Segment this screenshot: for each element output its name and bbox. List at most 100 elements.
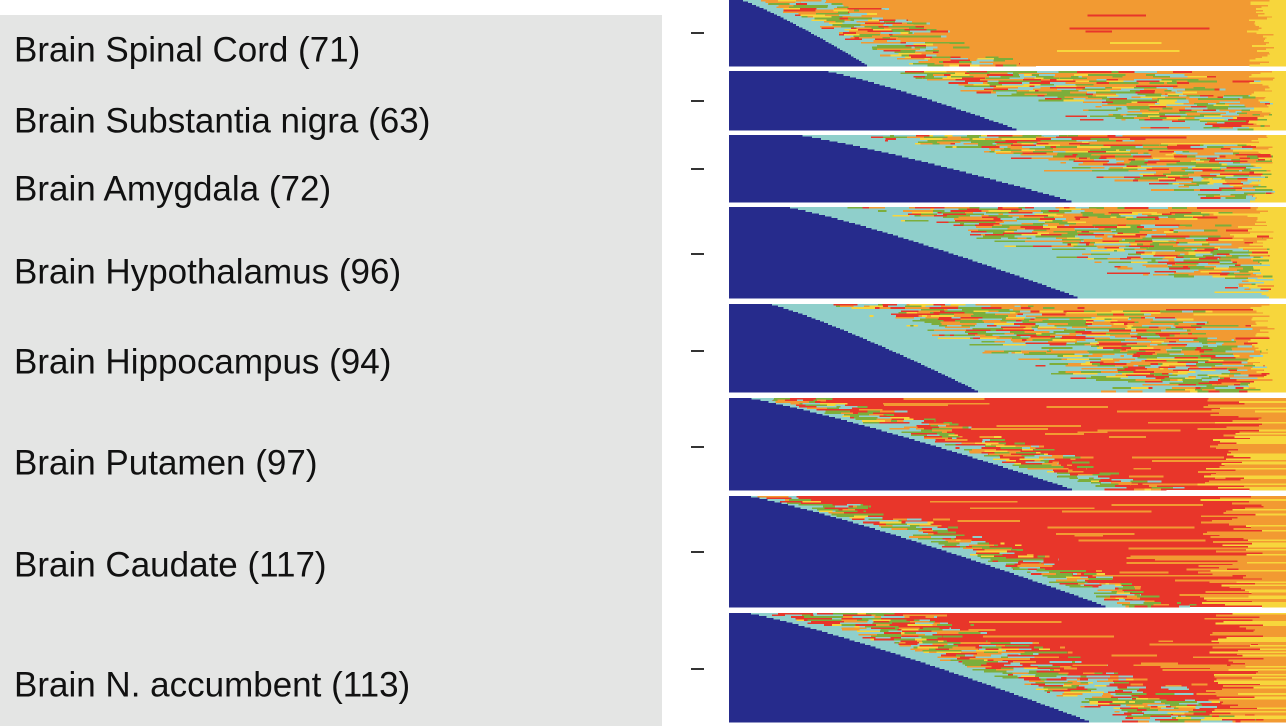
mixed-segment [840,305,854,308]
tail-segment [1256,219,1286,222]
mixed-segment [835,20,845,23]
teal-segment [1032,579,1057,582]
mixed-segment [1212,384,1218,386]
teal-segment [865,643,885,646]
mixed-segment [1151,340,1164,343]
mixed-segment [868,518,883,521]
mixed-segment [1176,162,1197,165]
navy-segment [729,240,914,243]
mixed-segment [1082,152,1092,155]
streak-segment [1062,510,1152,513]
mixed-segment [981,555,995,558]
mixed-segment [969,344,994,346]
mixed-segment [801,16,808,19]
mixed-segment [1131,384,1143,386]
mixed-segment [1172,152,1176,155]
mixed-segment [1023,328,1033,330]
mixed-segment [1144,88,1168,91]
mixed-segment [907,528,922,531]
mixed-segment [854,37,860,39]
mixed-segment [1084,307,1099,310]
mixed-segment [1212,235,1221,238]
mixed-segment [1237,115,1252,118]
mixed-segment [1017,237,1027,240]
tail-segment [1221,463,1286,465]
mixed-segment [1087,258,1094,260]
teal-segment [1077,296,1286,299]
mixed-segment [1239,285,1244,288]
streak-segment [970,507,1095,510]
teal-segment [760,399,773,402]
mixed-segment [1024,207,1034,209]
navy-segment [729,304,772,306]
mixed-segment [1137,93,1158,96]
mixed-segment [1178,78,1199,81]
mixed-segment [1137,138,1146,141]
mixed-segment [867,313,882,316]
mixed-segment [1130,480,1148,483]
mixed-segment [1198,366,1212,369]
teal-segment [797,312,890,314]
mixed-segment [974,334,986,337]
teal-segment [821,138,869,141]
mixed-segment [1243,248,1268,251]
teal-segment [869,526,882,529]
mixed-segment [1191,109,1203,112]
mixed-segment [1128,75,1153,78]
mixed-segment [1002,224,1024,227]
mixed-segment [1211,377,1221,380]
mixed-segment [1138,348,1161,351]
mixed-segment [1118,587,1135,590]
mixed-segment [1187,106,1191,108]
mixed-segment [1187,358,1211,361]
mixed-segment [986,71,995,73]
mixed-segment [1087,246,1098,249]
mixed-segment [835,510,858,513]
mixed-segment [893,45,906,47]
teal-segment [759,6,777,9]
mixed-segment [952,437,957,440]
mixed-segment [867,621,874,623]
mixed-segment [881,640,892,643]
tail-segment [1266,17,1286,20]
mixed-segment [900,41,907,44]
teal-segment [1005,270,1134,273]
mixed-segment [1196,380,1209,383]
mixed-segment [904,28,927,31]
mixed-segment [1158,74,1182,77]
mixed-segment [1027,568,1037,571]
mixed-segment [1165,337,1176,340]
mixed-segment [1195,253,1213,256]
mixed-segment [1066,237,1080,240]
mixed-segment [1251,115,1262,118]
teal-segment [786,19,812,22]
mixed-segment [922,77,943,80]
mixed-segment [972,218,994,221]
mixed-segment [1096,160,1109,163]
mixed-segment [993,147,1005,150]
mixed-segment [1182,380,1197,383]
mixed-segment [1126,218,1143,221]
mixed-segment [1243,102,1265,105]
tail-segment [1259,261,1286,264]
navy-segment [729,107,957,110]
tail-segment [1197,470,1286,473]
streak-segment [1045,432,1085,435]
mixed-segment [895,529,919,532]
mixed-segment [1144,118,1163,121]
navy-segment [729,563,986,566]
teal-segment [867,147,990,150]
mixed-segment [1261,106,1272,108]
teal-segment [966,557,978,560]
mixed-segment [815,12,834,15]
mixed-segment [1159,595,1169,598]
mixed-segment [914,214,921,217]
mixed-segment [1123,363,1127,366]
teal-segment [1042,283,1239,286]
tail-segment [1273,237,1286,240]
mixed-segment [1124,598,1133,601]
mixed-segment [1167,237,1186,240]
mixed-segment [1117,232,1122,235]
mixed-segment [1177,602,1182,605]
mixed-segment [1023,78,1028,81]
